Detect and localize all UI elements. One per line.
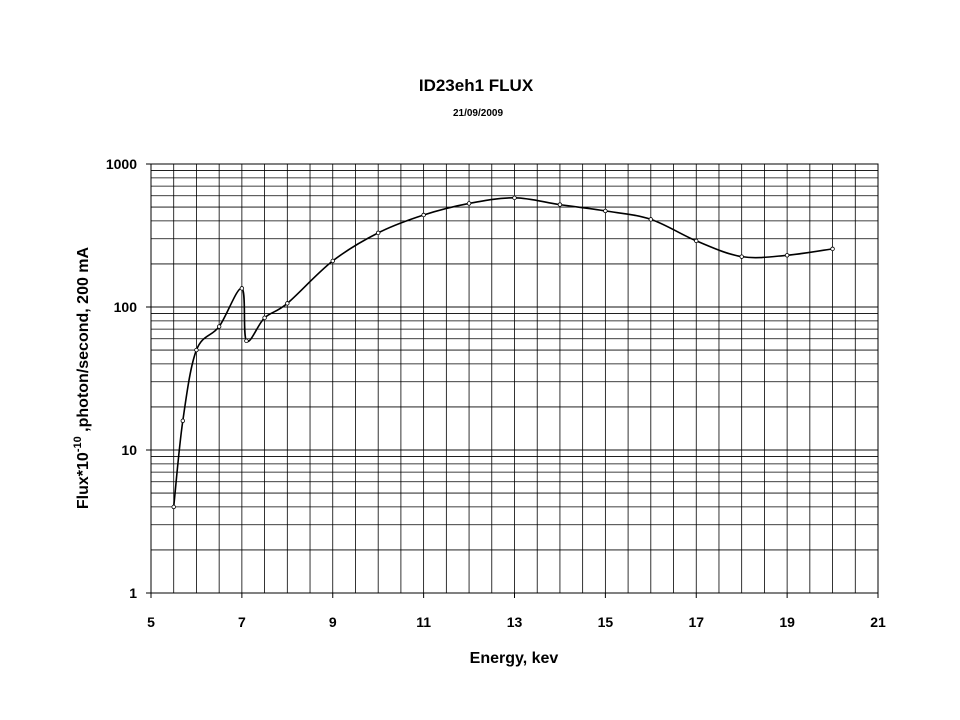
grid xyxy=(151,163,878,593)
data-point xyxy=(180,418,186,424)
x-axis-ticks: 5 7 9 11 13 15 17 19 21 xyxy=(147,593,886,630)
y-tick-label: 1 xyxy=(129,585,137,601)
data-point xyxy=(330,258,335,264)
data-point xyxy=(739,254,744,259)
data-point xyxy=(262,315,267,321)
x-tick-label: 11 xyxy=(416,614,431,630)
y-tick-label: 100 xyxy=(114,299,138,315)
x-tick-label: 15 xyxy=(598,614,614,630)
y-tick-label: 10 xyxy=(121,442,137,458)
flux-series-line xyxy=(172,197,833,507)
data-point xyxy=(603,208,608,214)
data-point xyxy=(557,202,563,207)
data-point xyxy=(512,195,517,201)
x-tick-label: 13 xyxy=(507,614,523,630)
x-axis-label: Energy, kev xyxy=(470,650,559,667)
data-point xyxy=(784,253,790,258)
data-point xyxy=(171,504,176,510)
data-point xyxy=(375,230,381,236)
data-point xyxy=(421,212,426,218)
data-point xyxy=(244,338,249,344)
x-tick-label: 9 xyxy=(329,614,337,630)
y-axis-ticks: 1 10 100 1000 xyxy=(106,156,151,601)
data-point xyxy=(216,324,222,329)
x-tick-label: 17 xyxy=(688,614,704,630)
data-point xyxy=(648,217,654,222)
y-axis-label-main: Flux*10 xyxy=(75,452,92,509)
data-point xyxy=(239,286,245,291)
y-axis-label: Flux*10-10 ,photon/second, 200 mA xyxy=(72,246,92,509)
data-point xyxy=(830,246,835,252)
data-point xyxy=(466,201,472,206)
chart-subtitle: 21/09/2009 xyxy=(453,108,503,119)
x-tick-label: 7 xyxy=(238,614,246,630)
data-point xyxy=(694,238,699,244)
x-tick-label: 21 xyxy=(870,614,886,630)
y-axis-label-superscript: -10 xyxy=(72,436,84,452)
data-point xyxy=(285,301,290,306)
data-point xyxy=(194,347,199,353)
flux-series-markers xyxy=(171,195,835,510)
y-axis-label-rest: ,photon/second, 200 mA xyxy=(75,246,92,436)
y-tick-label: 1000 xyxy=(106,156,137,172)
x-tick-label: 19 xyxy=(779,614,795,630)
x-tick-label: 5 xyxy=(147,614,155,630)
chart-title: ID23eh1 FLUX xyxy=(419,76,534,95)
